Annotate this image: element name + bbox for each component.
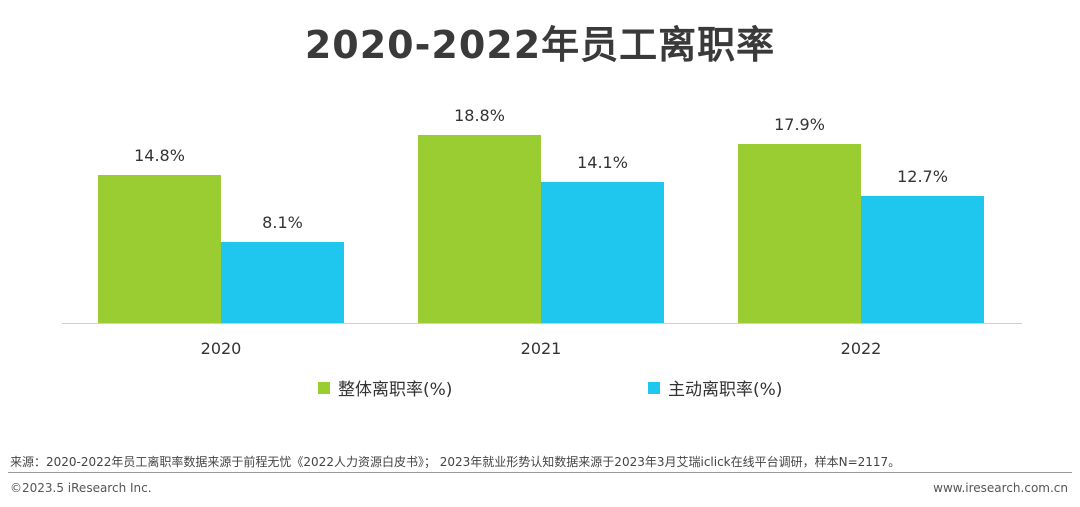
data-label-2022-overall: 17.9% xyxy=(774,115,825,134)
source-note: 来源：2020-2022年员工离职率数据来源于前程无忧《2022人力资源白皮书》… xyxy=(10,455,901,469)
website-link[interactable]: www.iresearch.com.cn xyxy=(933,481,1068,495)
footer-divider xyxy=(8,472,1072,473)
legend-swatch-overall xyxy=(318,381,330,394)
legend: 整体离职率(%) 主动离职率(%) xyxy=(0,375,1080,401)
bar-2022-voluntary xyxy=(861,196,984,323)
legend-label-overall: 整体离职率(%) xyxy=(338,380,453,400)
bar-chart: 14.8% 8.1% 2020 18.8% 14.1% 2021 17.9% 12.7% 202… xyxy=(62,106,1022,358)
x-tick-label-2021: 2021 xyxy=(521,339,562,358)
legend-swatch-voluntary xyxy=(648,381,660,394)
bar-2020-voluntary xyxy=(221,242,344,323)
data-label-2020-voluntary: 8.1% xyxy=(262,213,303,232)
bar-2020-overall xyxy=(98,175,221,323)
copyright: ©2023.5 iResearch Inc. xyxy=(10,481,152,495)
bar-2021-voluntary xyxy=(541,182,664,323)
data-label-2021-overall: 18.8% xyxy=(454,106,505,125)
data-label-2022-voluntary: 12.7% xyxy=(897,167,948,186)
x-tick-label-2022: 2022 xyxy=(841,339,882,358)
legend-item-voluntary: 主动离职率(%) xyxy=(648,375,782,400)
legend-item-overall: 整体离职率(%) xyxy=(318,375,452,400)
bar-2021-overall xyxy=(418,135,541,323)
x-tick-label-2020: 2020 xyxy=(201,339,242,358)
chart-title: 2020-2022年员工离职率 xyxy=(304,23,776,67)
bar-2022-overall xyxy=(738,144,861,323)
legend-label-voluntary: 主动离职率(%) xyxy=(668,380,783,400)
data-label-2020-overall: 14.8% xyxy=(134,146,185,165)
data-label-2021-voluntary: 14.1% xyxy=(577,153,628,172)
